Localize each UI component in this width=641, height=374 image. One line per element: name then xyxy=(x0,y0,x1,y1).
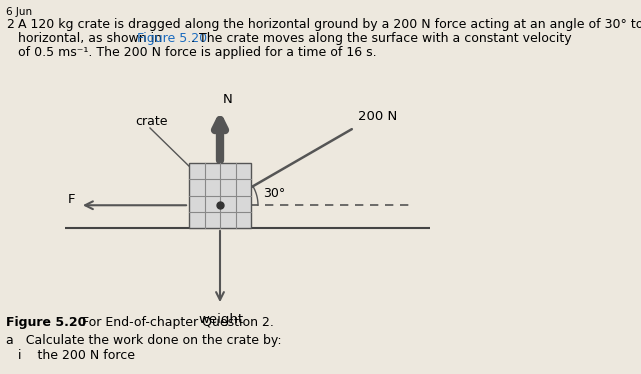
Text: a   Calculate the work done on the crate by:: a Calculate the work done on the crate b… xyxy=(6,334,281,347)
Text: A 120 kg crate is dragged along the horizontal ground by a 200 N force acting at: A 120 kg crate is dragged along the hori… xyxy=(18,18,641,31)
Text: crate: crate xyxy=(135,115,167,128)
Text: . The crate moves along the surface with a constant velocity: . The crate moves along the surface with… xyxy=(191,32,572,45)
Bar xyxy=(189,163,251,228)
Text: 6 Jun: 6 Jun xyxy=(6,7,32,17)
Text: For End-of-chapter Question 2.: For End-of-chapter Question 2. xyxy=(74,316,274,329)
Text: 2: 2 xyxy=(6,18,14,31)
Text: Figure 5.20: Figure 5.20 xyxy=(6,316,87,329)
Text: weight: weight xyxy=(198,313,243,326)
Text: F: F xyxy=(68,193,76,206)
Text: 30°: 30° xyxy=(263,187,285,200)
Text: 200 N: 200 N xyxy=(358,110,397,123)
Text: N: N xyxy=(223,93,233,106)
Text: horizontal, as shown in: horizontal, as shown in xyxy=(18,32,166,45)
Text: of 0.5 ms⁻¹. The 200 N force is applied for a time of 16 s.: of 0.5 ms⁻¹. The 200 N force is applied … xyxy=(18,46,377,59)
Text: Figure 5.20: Figure 5.20 xyxy=(137,32,207,45)
Text: i    the 200 N force: i the 200 N force xyxy=(18,349,135,362)
